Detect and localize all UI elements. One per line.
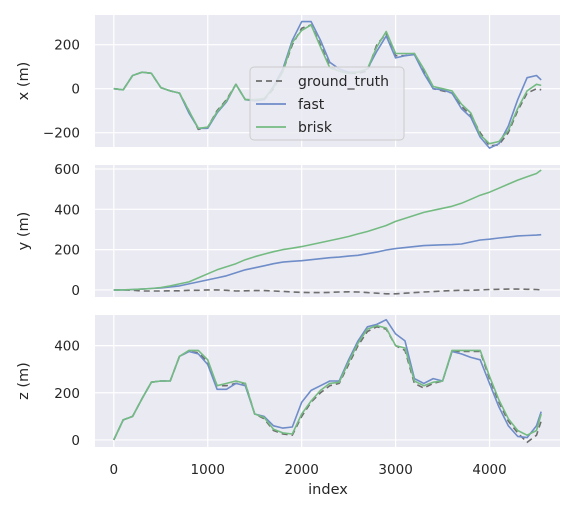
legend-label-brisk: brisk xyxy=(298,120,333,136)
legend-label-ground-truth: ground_truth xyxy=(298,74,389,90)
panel-3: 0 200 400 z (m) xyxy=(16,315,560,449)
legend-box xyxy=(249,66,405,141)
y-tick-label: 400 xyxy=(54,339,80,355)
y-tick-label: 200 xyxy=(54,243,80,259)
y-tick-label: 200 xyxy=(54,38,80,54)
y-axis-label: y (m) xyxy=(16,212,32,251)
y-tick-label: 0 xyxy=(71,82,80,98)
series-line-ground-truth xyxy=(113,288,542,295)
y-axis-label: z (m) xyxy=(16,362,32,400)
y-tick-label: 200 xyxy=(54,386,80,402)
x-axis: 0 1000 2000 3000 4000 xyxy=(109,462,506,478)
panel-background xyxy=(95,315,560,447)
series-line-brisk xyxy=(113,324,542,441)
y-tick-label: −200 xyxy=(43,126,80,142)
x-tick-label: 1000 xyxy=(191,462,225,478)
panel-2: 0 200 400 600 y (m) xyxy=(16,162,560,299)
legend: ground_truth fast brisk xyxy=(249,66,405,141)
x-tick-label: 2000 xyxy=(284,462,318,478)
y-tick-label: 400 xyxy=(54,202,80,218)
x-tick-label: 4000 xyxy=(472,462,506,478)
legend-label-fast: fast xyxy=(298,97,325,113)
y-tick-label: 600 xyxy=(54,162,80,178)
x-tick-label: 3000 xyxy=(378,462,412,478)
x-axis-label: index xyxy=(308,482,348,498)
x-tick-label: 0 xyxy=(109,462,118,478)
y-axis-label: x (m) xyxy=(16,62,32,101)
y-tick-label: 0 xyxy=(71,283,80,299)
series-line-brisk xyxy=(113,169,542,291)
panel-background xyxy=(95,165,560,297)
series-line-fast xyxy=(113,233,542,291)
y-tick-label: 0 xyxy=(71,433,80,449)
